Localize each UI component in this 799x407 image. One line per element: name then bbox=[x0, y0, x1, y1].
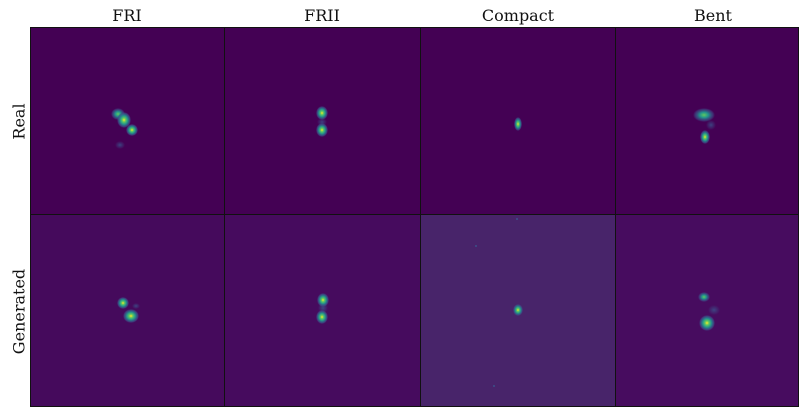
column-title-fri: FRI bbox=[112, 6, 142, 25]
panel-real-frii bbox=[225, 27, 420, 214]
panel-real-bent bbox=[616, 27, 799, 214]
column-title-bent: Bent bbox=[694, 6, 732, 25]
panel-generated-bent bbox=[616, 215, 799, 407]
panel-generated-compact bbox=[421, 215, 615, 407]
panel-real-fri bbox=[30, 27, 224, 214]
panel-generated-frii bbox=[225, 215, 420, 407]
column-title-compact: Compact bbox=[481, 6, 555, 25]
column-title-frii: FRII bbox=[304, 6, 340, 25]
panel-generated-fri bbox=[30, 215, 224, 407]
panel-real-compact bbox=[421, 27, 615, 214]
